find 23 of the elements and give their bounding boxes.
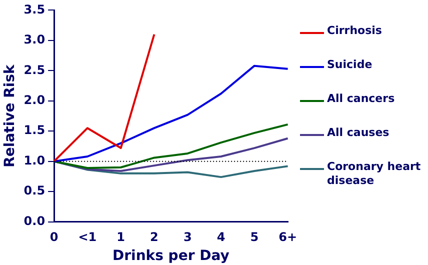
x-tick-label: 2 xyxy=(150,230,158,244)
x-tick-label: 4 xyxy=(216,230,226,244)
x-tick-label: 0 xyxy=(50,230,58,244)
legend-label: All cancers xyxy=(327,92,395,106)
x-tick-label: 1 xyxy=(116,230,126,244)
y-tick-label: 3.0 xyxy=(24,32,46,47)
y-tick-label: 3.5 xyxy=(24,2,46,16)
y-tick-label: 1.5 xyxy=(24,123,46,138)
y-tick-label: 0.0 xyxy=(24,214,46,228)
x-tick-label: 5 xyxy=(250,230,259,244)
x-tick-label: <1 xyxy=(78,230,97,244)
y-tick-label: 2.5 xyxy=(24,62,46,77)
y-tick-label: 1.0 xyxy=(24,153,46,168)
x-tick-label: 3 xyxy=(183,230,192,244)
legend-label: All causes xyxy=(327,126,390,140)
y-tick-label: 2.0 xyxy=(24,93,46,108)
legend-label: Cirrhosis xyxy=(327,24,382,38)
legend-label: Coronary heart disease xyxy=(327,160,422,188)
x-tick-label: 6+ xyxy=(278,230,297,244)
x-axis-title: Drinks per Day xyxy=(112,248,230,264)
y-tick-label: 0.5 xyxy=(24,184,46,198)
y-axis-title: Relative Risk xyxy=(2,64,18,168)
legend-label: Suicide xyxy=(327,58,372,72)
